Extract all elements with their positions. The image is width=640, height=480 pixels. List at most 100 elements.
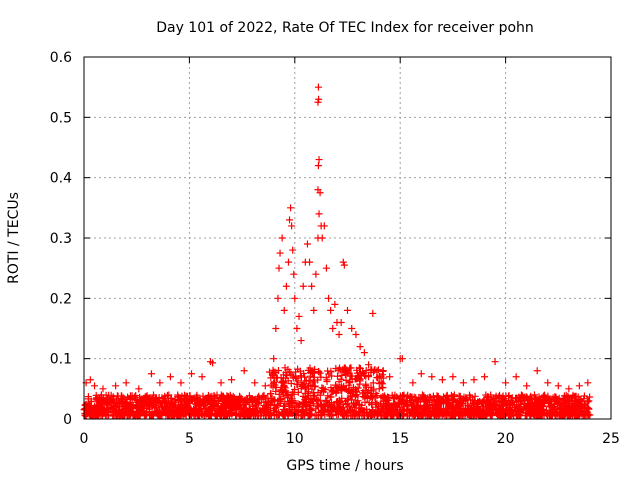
data-point [449, 373, 457, 381]
data-point [533, 367, 541, 375]
y-tick-labels: 0 0.1 0.2 0.3 0.4 0.5 0.6 [50, 50, 72, 428]
data-point [280, 306, 288, 314]
data-point [565, 385, 573, 393]
data-point [325, 294, 333, 302]
data-point [282, 282, 290, 290]
data-point [122, 379, 130, 387]
data-point [297, 337, 305, 345]
data-point [306, 258, 314, 266]
data-point [288, 222, 296, 230]
data-point [315, 95, 323, 103]
data-point [99, 385, 107, 393]
data-point [327, 306, 335, 314]
data-point [322, 264, 330, 272]
data-point [352, 331, 360, 339]
data-point [314, 98, 322, 106]
x-tick-label: 5 [185, 431, 194, 447]
data-point [344, 306, 351, 314]
data-point [438, 376, 446, 384]
x-axis-label: GPS time / hours [286, 458, 403, 474]
data-point [290, 270, 298, 278]
data-point [335, 331, 343, 339]
data-point [409, 379, 417, 387]
data-point [365, 361, 373, 369]
x-tick-label: 20 [497, 431, 515, 447]
y-tick-label: 0.5 [50, 110, 72, 126]
data-point [286, 216, 294, 224]
data-point [284, 258, 292, 266]
data-point [373, 367, 381, 375]
data-point [177, 379, 185, 387]
data-point [270, 355, 278, 363]
data-point [459, 379, 467, 387]
data-point [512, 373, 520, 381]
data-point [314, 162, 322, 170]
data-point [291, 294, 299, 302]
y-tick-label: 0 [63, 412, 72, 428]
y-tick-label: 0.3 [50, 231, 72, 247]
y-tick-label: 0.2 [50, 291, 72, 307]
data-point [91, 382, 99, 390]
data-point [86, 376, 94, 384]
x-tick-labels: 0 5 10 15 20 25 [80, 431, 620, 447]
data-point [240, 367, 248, 375]
data-point [303, 240, 311, 248]
data-point [584, 379, 592, 387]
x-tick-label: 15 [391, 431, 409, 447]
data-point [289, 246, 297, 254]
data-point [470, 376, 478, 384]
data-point [274, 294, 282, 302]
data-point [491, 358, 499, 366]
data-point [198, 373, 206, 381]
data-point [209, 359, 217, 367]
data-point [337, 318, 345, 326]
y-axis-label: ROTI / TECUs [6, 192, 22, 284]
data-point [217, 379, 225, 387]
data-point [315, 210, 323, 218]
data-point [299, 282, 307, 290]
data-point [112, 382, 120, 390]
data-point [502, 379, 510, 387]
data-point [481, 373, 489, 381]
data-point [320, 222, 328, 230]
data-point [331, 300, 339, 308]
data-point [417, 370, 425, 378]
x-tick-label: 0 [80, 431, 89, 447]
data-point [339, 258, 347, 266]
y-tick-label: 0.4 [50, 171, 72, 187]
y-tick-label: 0.1 [50, 352, 72, 368]
x-tick-label: 10 [286, 431, 304, 447]
data-point [428, 373, 436, 381]
data-point [369, 309, 377, 317]
data-point [188, 370, 196, 378]
noise-marks [80, 364, 594, 420]
data-point [156, 379, 164, 387]
data-point [166, 373, 174, 381]
data-point [398, 355, 406, 363]
data-point [356, 343, 364, 351]
data-point [293, 325, 301, 332]
data-point [314, 83, 322, 91]
data-point [554, 382, 562, 390]
data-point [318, 234, 326, 242]
data-point [147, 370, 155, 378]
data-point [261, 382, 269, 390]
data-point [329, 325, 337, 332]
chart-title: Day 101 of 2022, Rate Of TEC Index for r… [156, 20, 534, 36]
data-point [310, 306, 318, 314]
data-point [575, 382, 583, 390]
data-point [308, 282, 316, 290]
data-point [251, 379, 259, 387]
data-point [316, 189, 324, 197]
data-point [523, 382, 531, 390]
data-point [278, 234, 286, 242]
data-point [295, 312, 303, 320]
data-point [315, 156, 323, 164]
x-tick-label: 25 [602, 431, 620, 447]
data-points [82, 83, 592, 393]
data-point [348, 325, 356, 332]
data-point [287, 204, 295, 212]
data-point [228, 376, 236, 384]
data-point [275, 264, 283, 272]
